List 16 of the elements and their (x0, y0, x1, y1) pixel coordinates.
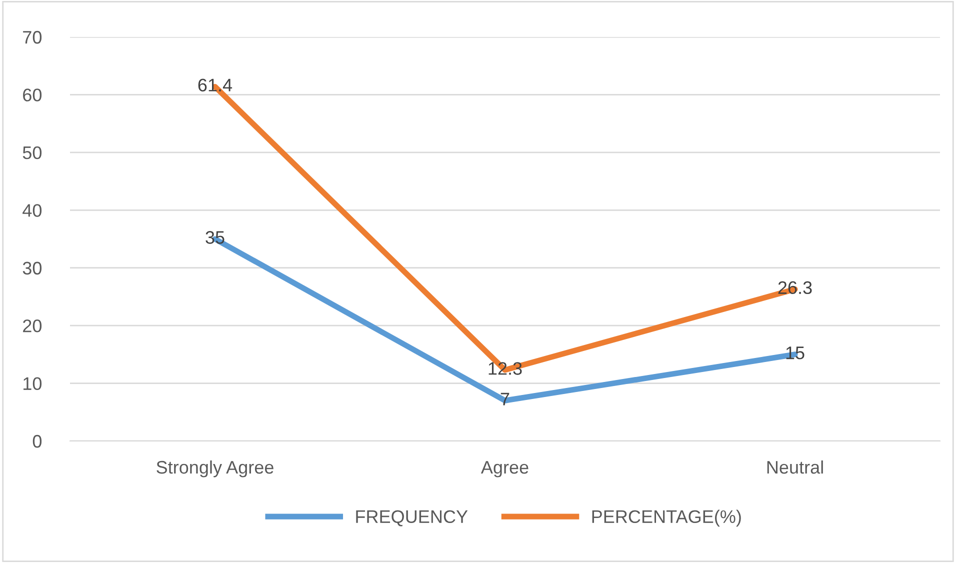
data-label: 35 (206, 231, 224, 244)
y-tick-label: 40 (22, 204, 42, 217)
legend-label: PERCENTAGE(%) (592, 510, 741, 527)
legend-label: FREQUENCY (356, 510, 468, 526)
data-label: 26.3 (778, 281, 812, 294)
y-tick-label: 0 (32, 434, 42, 448)
x-tick-label: Strongly Agree (156, 460, 274, 478)
x-tick-label: Agree (480, 461, 528, 478)
y-tick-label: 50 (22, 146, 42, 160)
y-tick-label: 20 (23, 320, 42, 332)
data-label: 61.4 (198, 78, 232, 92)
y-tick-label: 70 (23, 30, 42, 44)
y-tick-label: 10 (24, 377, 42, 390)
x-tick-label: Neutral (767, 460, 823, 474)
y-tick-label: 30 (22, 262, 42, 275)
y-tick-label: 60 (23, 88, 42, 102)
